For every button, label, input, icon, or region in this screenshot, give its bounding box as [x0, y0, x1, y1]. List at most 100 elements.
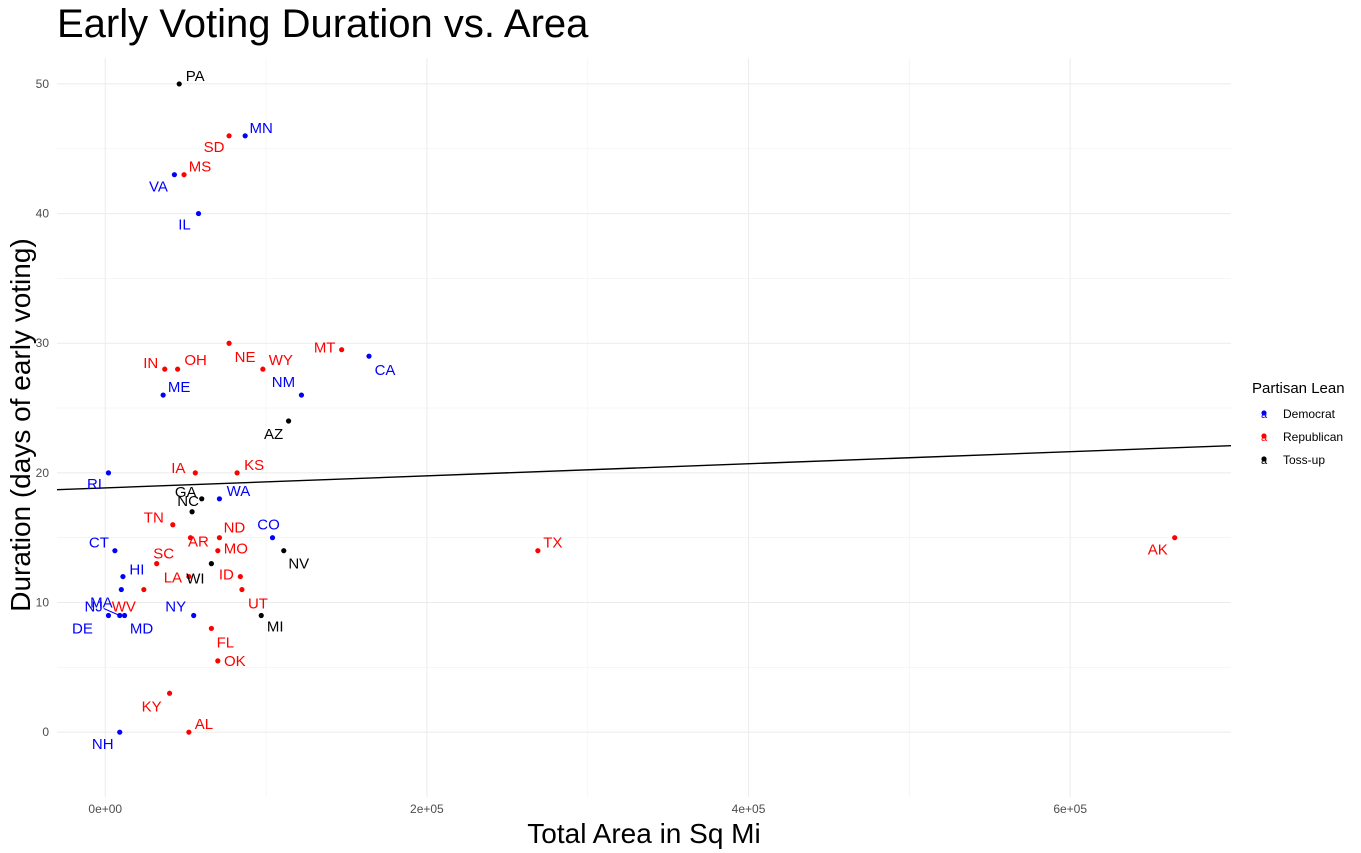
label-la: LA: [164, 570, 182, 587]
point-ky: [166, 690, 173, 696]
chart-title: Early Voting Duration vs. Area: [57, 2, 589, 46]
y-axis-ticks: 0 10 20 30 40 50: [36, 77, 50, 739]
label-va: VA: [149, 179, 168, 196]
label-me: ME: [168, 379, 191, 396]
label-nm: NM: [272, 374, 295, 391]
label-oh: OH: [184, 352, 207, 369]
legend-key-point: [1261, 433, 1267, 439]
point-hi: [120, 573, 126, 580]
connector-nj: [103, 608, 120, 616]
label-al: AL: [195, 716, 213, 733]
label-wi: WI: [186, 571, 204, 588]
label-hi: HI: [129, 562, 144, 579]
grid: [57, 58, 1231, 797]
legend-label: Republican: [1283, 430, 1343, 444]
legend-title: Partisan Lean: [1252, 380, 1345, 397]
label-in: IN: [143, 355, 158, 372]
label-ak: AK: [1148, 542, 1168, 559]
y-tick-label: 0: [42, 725, 49, 739]
point-oh: [175, 366, 181, 372]
point-ri: [105, 470, 112, 476]
x-tick-label: 4e+05: [732, 802, 766, 816]
label-ms: MS: [189, 159, 212, 176]
point-ia: [192, 470, 198, 476]
x-tick-label: 0e+00: [88, 802, 122, 816]
x-tick-label: 2e+05: [410, 802, 444, 816]
legend-key-point: [1261, 410, 1267, 416]
point-wv: [141, 586, 147, 593]
label-tx: TX: [543, 535, 562, 552]
label-ut: UT: [248, 596, 268, 613]
label-ma: MA: [90, 595, 113, 612]
legend-key-glyph: a: [1261, 409, 1268, 421]
point-wi: [208, 561, 214, 567]
label-tn: TN: [144, 510, 164, 527]
point-la: [186, 573, 192, 580]
label-sc: SC: [153, 546, 174, 563]
point-al: [186, 729, 192, 735]
trend-line: [56, 444, 1232, 491]
point-wa: [216, 496, 223, 502]
label-co: CO: [257, 517, 280, 534]
label-ri: RI: [87, 476, 102, 493]
legend: Partisan Lean a Democrat a Republican a Toss-…: [1252, 380, 1345, 467]
point-ms: [181, 172, 187, 178]
label-ar: AR: [188, 534, 209, 551]
point-ne: [226, 340, 232, 346]
point-mt: [339, 347, 345, 353]
y-axis-title: Duration (days of early voting): [5, 238, 36, 612]
point-nj: [117, 612, 123, 619]
y-tick-label: 40: [36, 207, 50, 221]
point-ut: [239, 586, 245, 593]
x-tick-label: 6e+05: [1053, 802, 1087, 816]
point-ca: [366, 353, 372, 359]
point-ak: [1172, 535, 1178, 541]
x-axis-ticks: 0e+00 2e+05 4e+05 6e+05: [88, 802, 1087, 816]
point-de: [105, 612, 112, 619]
point-az: [285, 418, 292, 424]
label-id: ID: [219, 567, 234, 584]
label-nh: NH: [92, 736, 114, 753]
label-connectors: [103, 608, 120, 616]
point-wy: [260, 366, 266, 372]
label-ny: NY: [165, 598, 186, 615]
point-ok: [215, 658, 221, 664]
point-md: [121, 612, 128, 619]
label-az: AZ: [264, 426, 283, 443]
y-tick-label: 10: [36, 596, 50, 610]
label-ia: IA: [171, 460, 185, 477]
label-ga: GA: [175, 484, 197, 501]
point-mn: [242, 133, 248, 139]
point-labels: PA MN SD VA MS IL NE MT CA IN OH WY ME NM AZ RI IA KS GA WA…: [72, 68, 1168, 753]
point-nh: [117, 729, 123, 735]
point-mi: [258, 612, 264, 619]
y-tick-label: 50: [36, 77, 50, 91]
label-mi: MI: [267, 618, 284, 635]
point-va: [171, 172, 177, 178]
label-md: MD: [130, 620, 153, 637]
label-nd: ND: [224, 520, 246, 537]
y-tick-label: 20: [36, 466, 50, 480]
point-ma: [118, 586, 124, 593]
point-ks: [234, 470, 240, 476]
label-nv: NV: [288, 556, 309, 573]
label-sd: SD: [204, 139, 225, 156]
label-mo: MO: [224, 541, 248, 558]
label-ks: KS: [244, 457, 264, 474]
point-il: [195, 210, 202, 217]
point-nd: [216, 535, 223, 541]
label-ky: KY: [142, 698, 162, 715]
label-il: IL: [178, 217, 191, 234]
label-mn: MN: [249, 120, 272, 137]
label-wv: WV: [112, 599, 136, 616]
point-nm: [298, 392, 305, 398]
label-ca: CA: [375, 362, 396, 379]
legend-entry-democrat: a Democrat: [1261, 407, 1336, 421]
point-ga: [199, 496, 205, 502]
y-tick-label: 30: [36, 336, 50, 350]
point-ny: [191, 612, 197, 619]
legend-label: Democrat: [1283, 407, 1336, 421]
point-pa: [176, 81, 182, 87]
label-wy: WY: [269, 352, 293, 369]
